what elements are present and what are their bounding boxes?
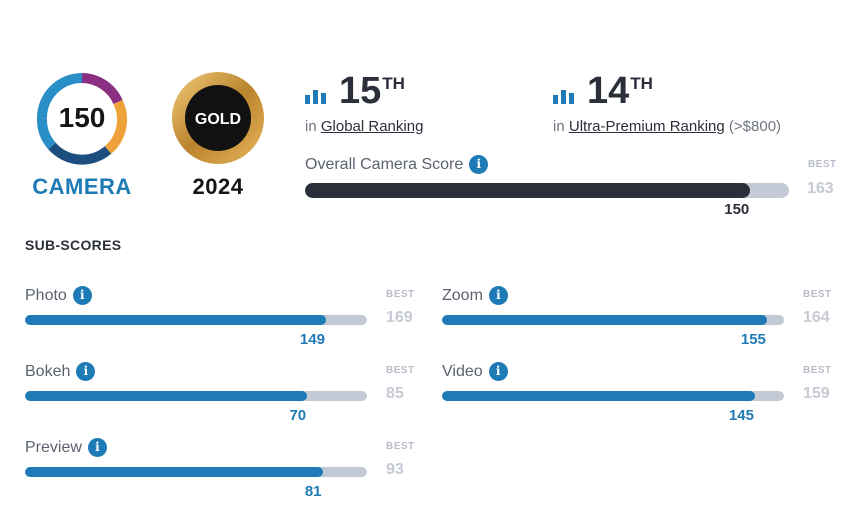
best-label: BEST [386,289,415,300]
sub-score-best: 93 [386,461,404,478]
sub-score-fill [25,391,308,401]
global-ranking: 15 TH in Global Ranking [305,72,423,135]
gold-label-text: GOLD [195,111,241,128]
best-label: BEST [803,365,832,376]
sub-score-photo: Photo i BEST 169 149 [25,286,415,350]
info-icon[interactable]: i [469,155,489,174]
sub-score-fill [25,467,323,477]
global-rank-number: 15 [339,70,382,112]
camera-score-badge: 150 CAMERA [22,66,142,200]
sub-score-best: 159 [803,385,830,402]
sub-score-bar [442,391,784,401]
overall-score-fill [305,183,751,198]
overall-best-score: 163 [807,180,834,197]
sub-score-fill [442,315,767,325]
info-icon[interactable]: i [72,286,92,305]
sub-score-value: 81 [304,483,322,500]
sub-score-value: 145 [728,407,754,424]
sub-score-best: 169 [386,309,413,326]
overall-score-bar [305,183,789,198]
gold-medal-icon: GOLD [172,72,264,164]
sub-score-label: Bokeh [25,362,71,380]
sub-score-value: 149 [299,331,325,348]
segment-rank-suffix: TH [630,74,653,93]
sub-score-fill [25,315,326,325]
best-label: BEST [808,159,837,170]
info-icon[interactable]: i [488,362,508,381]
overall-camera-score: Overall Camera Score i BEST 163 150 [305,155,837,225]
info-icon[interactable]: i [488,286,508,305]
sub-score-video: Video i BEST 159 145 [442,362,832,426]
gold-label-badge: GOLD 2024 [158,66,278,200]
info-icon[interactable]: i [87,438,107,457]
best-label: BEST [386,365,415,376]
sub-score-bar [25,315,367,325]
sub-score-value: 70 [289,407,307,424]
sub-score-label: Preview [25,438,82,456]
camera-score-value: 150 [59,102,106,133]
camera-score-ring-icon: 150 [37,73,128,165]
sub-score-fill [442,391,755,401]
sub-score-bar [442,315,784,325]
sub-score-value: 155 [740,331,766,348]
sub-score-label: Video [442,362,483,380]
ranking-bars-icon [305,90,327,104]
sub-score-label: Zoom [442,286,483,304]
sub-score-preview: Preview i BEST 93 81 [25,438,415,502]
segment-price-range: (>$800) [728,118,782,135]
segment-rank-number: 14 [587,70,630,112]
sub-scores-heading: SUB-SCORES [25,237,122,253]
global-ranking-link[interactable]: Global Ranking [320,118,424,135]
segment-rank-prefix: in [553,118,565,135]
sub-score-bar [25,391,367,401]
overall-score-label: Overall Camera Score [305,155,464,173]
best-label: BEST [386,441,415,452]
ultra-premium-ranking-link[interactable]: Ultra-Premium Ranking [568,118,725,135]
sub-score-best: 164 [803,309,830,326]
sub-score-bar [25,467,367,477]
sub-score-zoom: Zoom i BEST 164 155 [442,286,832,350]
info-icon[interactable]: i [76,362,96,381]
overall-score-value: 150 [724,201,750,218]
segment-ranking: 14 TH in Ultra-Premium Ranking (>$800) [553,72,781,135]
gold-label-year: 2024 [192,174,244,199]
global-rank-suffix: TH [382,74,405,93]
camera-score-caption: CAMERA [32,174,132,199]
global-rank-prefix: in [305,118,317,135]
sub-score-bokeh: Bokeh i BEST 85 70 [25,362,415,426]
sub-score-label: Photo [25,286,67,304]
best-label: BEST [803,289,832,300]
ranking-bars-icon [553,90,575,104]
sub-score-best: 85 [386,385,404,402]
